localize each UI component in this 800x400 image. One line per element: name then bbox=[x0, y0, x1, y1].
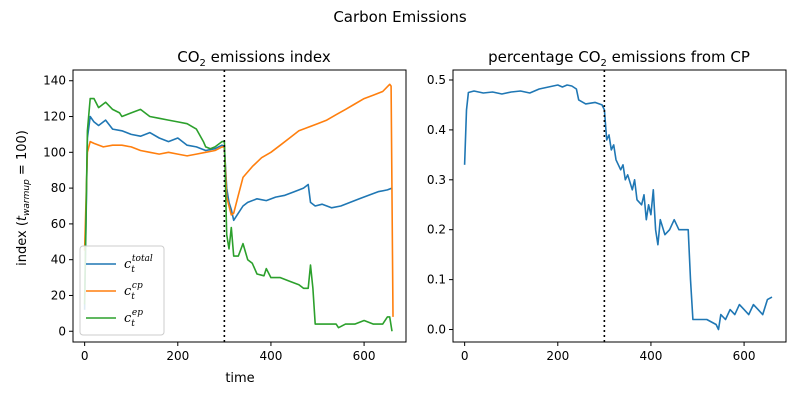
right-chart-title: percentage CO2 emissions from CP bbox=[488, 48, 750, 69]
y-tick-label: 0.2 bbox=[427, 223, 446, 237]
y-tick-label: 0.3 bbox=[427, 173, 446, 187]
y-tick-label: 60 bbox=[51, 217, 66, 231]
right-axes-frame bbox=[452, 69, 787, 343]
legend-box bbox=[79, 245, 165, 336]
y-tick-label: 0.0 bbox=[427, 323, 446, 337]
series-line-c-t-cp bbox=[83, 83, 394, 317]
left-series-group bbox=[83, 83, 394, 332]
x-tick-label: 400 bbox=[259, 349, 282, 363]
left-chart-legend: cttotal ctcp ctep bbox=[79, 245, 165, 336]
y-tick-label: 120 bbox=[43, 110, 66, 124]
right-series-group bbox=[463, 84, 773, 331]
legend-label-total: cttotal bbox=[124, 254, 153, 275]
figure-suptitle: Carbon Emissions bbox=[333, 8, 467, 26]
x-tick-label: 200 bbox=[546, 349, 569, 363]
series-line-cp-share bbox=[463, 84, 773, 331]
left-y-axis-label: index (twarmup = 100) bbox=[15, 130, 32, 266]
legend-label-cp: ctcp bbox=[124, 281, 143, 302]
y-tick-label: 140 bbox=[43, 74, 66, 88]
right-axis-ticks: 0 200 400 600 0.0 0.1 0.2 0.3 0.4 0.5 bbox=[427, 73, 756, 363]
y-tick-label: 40 bbox=[51, 253, 66, 267]
y-tick-label: 0 bbox=[58, 324, 66, 338]
y-tick-label: 0.1 bbox=[427, 273, 446, 287]
y-tick-label: 80 bbox=[51, 181, 66, 195]
x-tick-label: 0 bbox=[461, 349, 469, 363]
y-tick-label: 20 bbox=[51, 288, 66, 302]
left-axis-ticks: 0 200 400 600 0 20 40 60 80 100 120 140 bbox=[43, 74, 375, 363]
left-axes-frame bbox=[72, 69, 407, 343]
series-line-c-t-total bbox=[83, 115, 393, 310]
legend-label-ep: ctep bbox=[124, 308, 143, 329]
x-tick-label: 600 bbox=[353, 349, 376, 363]
x-tick-label: 600 bbox=[733, 349, 756, 363]
left-chart-panel: CO2 emissions index time index (twarmup … bbox=[15, 48, 407, 386]
right-chart-panel: percentage CO2 emissions from CP 0 200 400… bbox=[427, 48, 787, 363]
y-tick-label: 0.4 bbox=[427, 123, 446, 137]
x-tick-label: 400 bbox=[639, 349, 662, 363]
series-line-c-t-ep bbox=[83, 97, 393, 332]
left-chart-title: CO2 emissions index bbox=[177, 48, 331, 69]
x-tick-label: 0 bbox=[81, 349, 89, 363]
y-tick-label: 100 bbox=[43, 145, 66, 159]
x-tick-label: 200 bbox=[166, 349, 189, 363]
y-tick-label: 0.5 bbox=[427, 73, 446, 87]
left-x-axis-label: time bbox=[225, 371, 254, 386]
